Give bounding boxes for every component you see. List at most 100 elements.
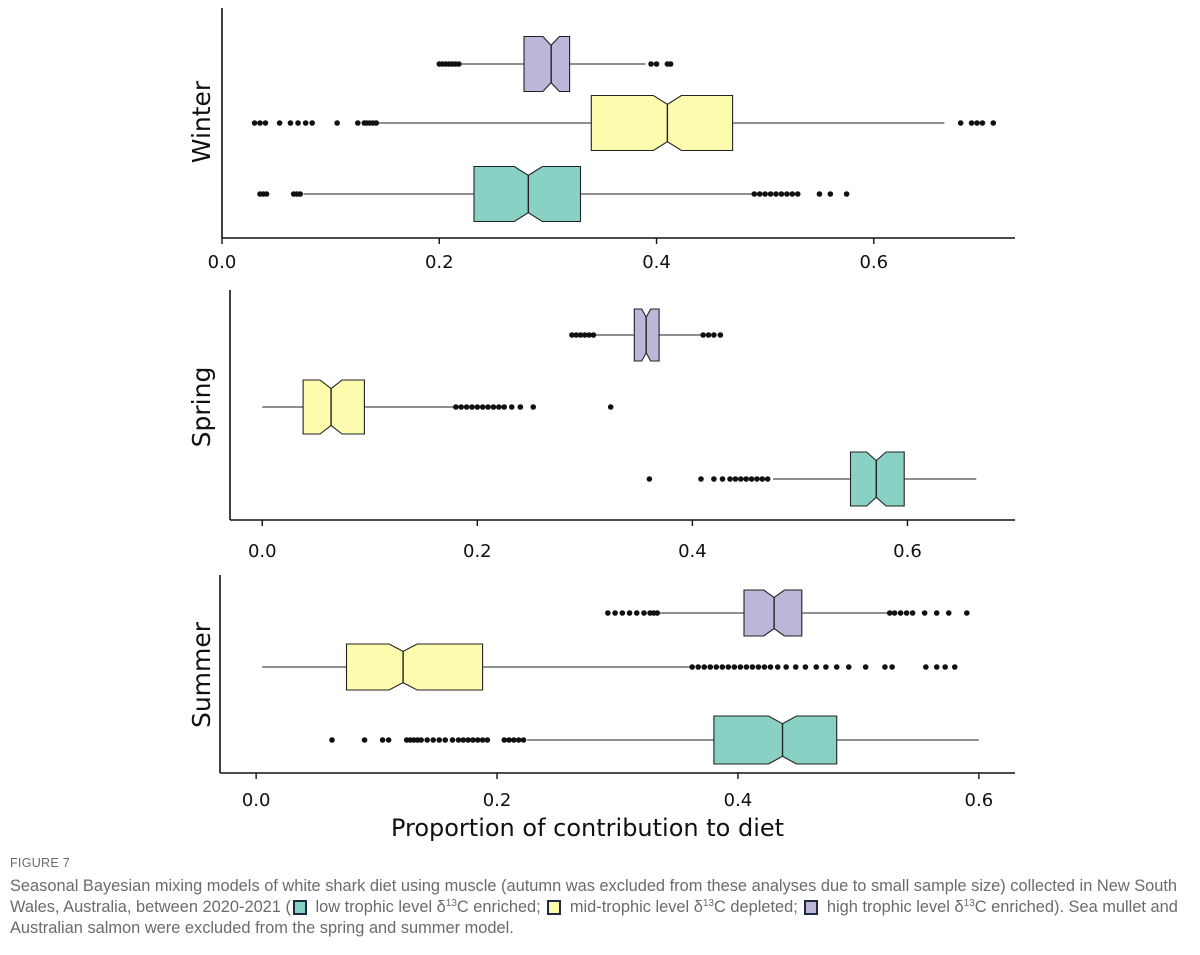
x-tick-label: 0.0 (242, 790, 271, 811)
outlier-point (794, 191, 801, 197)
outlier-point (923, 664, 929, 670)
outlier-point (479, 404, 486, 410)
outlier-point (813, 664, 820, 670)
outlier-point (607, 404, 614, 410)
outlier-point (309, 120, 315, 126)
outlier-point (490, 404, 497, 410)
outlier-point (933, 610, 940, 616)
panel-label-spring: Spring (187, 367, 216, 448)
box-body (302, 379, 365, 435)
box-body (523, 35, 571, 93)
outlier-point (755, 664, 762, 670)
caption-text: Seasonal Bayesian mixing models of white… (10, 876, 1195, 939)
x-tick-label: 0.6 (893, 541, 922, 562)
box-high (569, 308, 724, 362)
panel-winter: 0.0 0.2 0.4 0.6 Winter (187, 8, 1015, 273)
outlier-point (764, 476, 771, 482)
outlier-point (474, 404, 481, 410)
outlier-point (756, 191, 763, 197)
outlier-point (455, 737, 462, 743)
outlier-point (257, 120, 263, 126)
outlier-point (582, 332, 588, 338)
x-tick-label: 0.6 (965, 790, 994, 811)
panel-summer: 0.0 0.2 0.4 0.6 Summer Proportion of contribu… (187, 575, 1015, 842)
outlier-point (501, 404, 508, 410)
outlier-point (942, 664, 948, 670)
x-tick-label: 0.4 (678, 541, 707, 562)
outlier-point (774, 664, 781, 670)
legend-sup-mid: 13 (702, 898, 714, 909)
outlier-point (641, 610, 647, 616)
box-mid (251, 94, 997, 152)
outlier-point (767, 664, 774, 670)
outlier-point (903, 610, 910, 616)
x-tick-label: 0.0 (208, 252, 237, 273)
outlier-point (711, 476, 717, 482)
outlier-point (474, 737, 481, 743)
box-body (849, 451, 905, 507)
outlier-point (968, 120, 975, 126)
outlier-point (605, 610, 611, 616)
box-body (345, 643, 484, 691)
box-low (257, 165, 850, 223)
outlier-point (816, 191, 823, 197)
outlier-point (713, 664, 720, 670)
outlier-point (484, 737, 491, 743)
figure-caption: FIGURE 7 Seasonal Bayesian mixing models… (10, 856, 1195, 939)
outlier-point (845, 664, 852, 670)
outlier-point (701, 664, 708, 670)
outlier-point (577, 332, 584, 338)
outlier-point (626, 610, 633, 616)
outlier-point (449, 737, 456, 743)
outlier-point (882, 664, 888, 670)
outlier-point (695, 664, 702, 670)
x-tick-label: 0.0 (248, 541, 277, 562)
outlier-point (749, 664, 756, 670)
outlier-point (762, 191, 768, 197)
outlier-point (897, 610, 904, 616)
outlier-point (442, 737, 449, 743)
outlier-point (295, 120, 301, 126)
x-tick-label: 0.2 (425, 252, 454, 273)
outlier-point (501, 737, 508, 743)
outlier-point (891, 610, 898, 616)
legend-swatch-mid (547, 900, 562, 915)
outlier-point (569, 332, 575, 338)
panel-label-winter: Winter (187, 80, 216, 163)
outlier-point (485, 404, 491, 410)
outlier-point (698, 476, 704, 482)
outlier-point (573, 332, 580, 338)
outlier-point (784, 191, 790, 197)
outlier-point (479, 737, 486, 743)
outlier-point (717, 332, 724, 338)
outlier-point (823, 664, 829, 670)
outlier-point (586, 332, 592, 338)
outlier-point (974, 120, 980, 126)
outlier-point (748, 476, 755, 482)
outlier-point (418, 737, 424, 743)
outlier-point (648, 61, 654, 67)
outlier-point (612, 610, 618, 616)
outlier-point (732, 476, 739, 482)
outlier-point (496, 404, 502, 410)
outlier-point (792, 664, 799, 670)
outlier-point (711, 332, 717, 338)
outlier-point (789, 191, 796, 197)
outlier-point (385, 737, 392, 743)
legend-text-low: low trophic level δ (310, 898, 446, 916)
outlier-point (287, 120, 294, 126)
outlier-point (262, 120, 269, 126)
legend-text-high: high trophic level δ (822, 898, 964, 916)
outlier-point (302, 120, 309, 126)
outlier-point (754, 476, 760, 482)
outlier-point (945, 610, 952, 616)
outlier-point (379, 737, 386, 743)
caption-text-main: Seasonal Bayesian mixing models of white… (10, 877, 1178, 916)
panel-label-summer: Summer (187, 621, 216, 728)
outlier-point (276, 120, 283, 126)
legend-swatch-high (804, 900, 819, 915)
outlier-point (889, 664, 895, 670)
outlier-point (506, 737, 512, 743)
outlier-point (530, 404, 537, 410)
x-tick-label: 0.2 (463, 541, 492, 562)
